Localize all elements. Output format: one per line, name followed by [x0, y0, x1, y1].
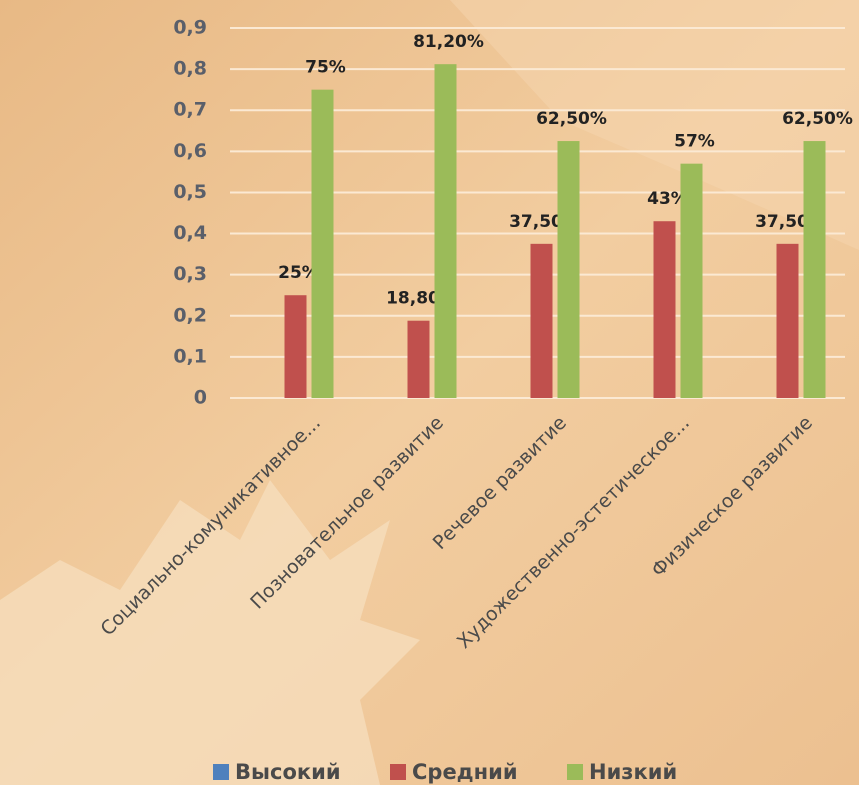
y-tick-label: 0: [194, 387, 207, 409]
y-tick-label: 0,5: [173, 181, 207, 203]
y-tick-label: 0,3: [173, 263, 207, 285]
data-label: 62,50%: [782, 109, 853, 129]
data-label: 25%: [278, 263, 319, 283]
bar: [653, 221, 676, 398]
y-tick-label: 0,6: [173, 140, 207, 162]
y-tick-label: 0,8: [173, 58, 207, 80]
bar: [803, 141, 826, 399]
legend-label: Средний: [412, 760, 518, 784]
bar: [680, 163, 703, 398]
bar: [530, 243, 553, 398]
y-tick-label: 0,2: [173, 304, 207, 326]
bar: [434, 64, 457, 398]
bg-decoration: [450, 0, 859, 250]
bar: [311, 89, 334, 399]
bar: [557, 141, 580, 399]
legend-label: Низкий: [589, 760, 677, 784]
y-tick-label: 0,7: [173, 99, 207, 121]
legend-swatch: [390, 764, 406, 780]
legend-swatch: [213, 764, 229, 780]
legend-label: Высокий: [235, 760, 341, 784]
legend-swatch: [567, 764, 583, 780]
bar: [776, 243, 799, 398]
data-label: 57%: [674, 132, 715, 152]
data-label: 43%: [647, 189, 688, 209]
y-tick-label: 0,1: [173, 345, 207, 367]
y-tick-label: 0,9: [173, 17, 207, 39]
data-label: 81,20%: [413, 32, 484, 52]
data-label: 75%: [305, 58, 346, 78]
bar: [284, 295, 307, 398]
y-tick-label: 0,4: [173, 222, 207, 244]
bar: [407, 320, 430, 398]
data-label: 62,50%: [536, 109, 607, 129]
leaf-decoration: [0, 480, 420, 785]
